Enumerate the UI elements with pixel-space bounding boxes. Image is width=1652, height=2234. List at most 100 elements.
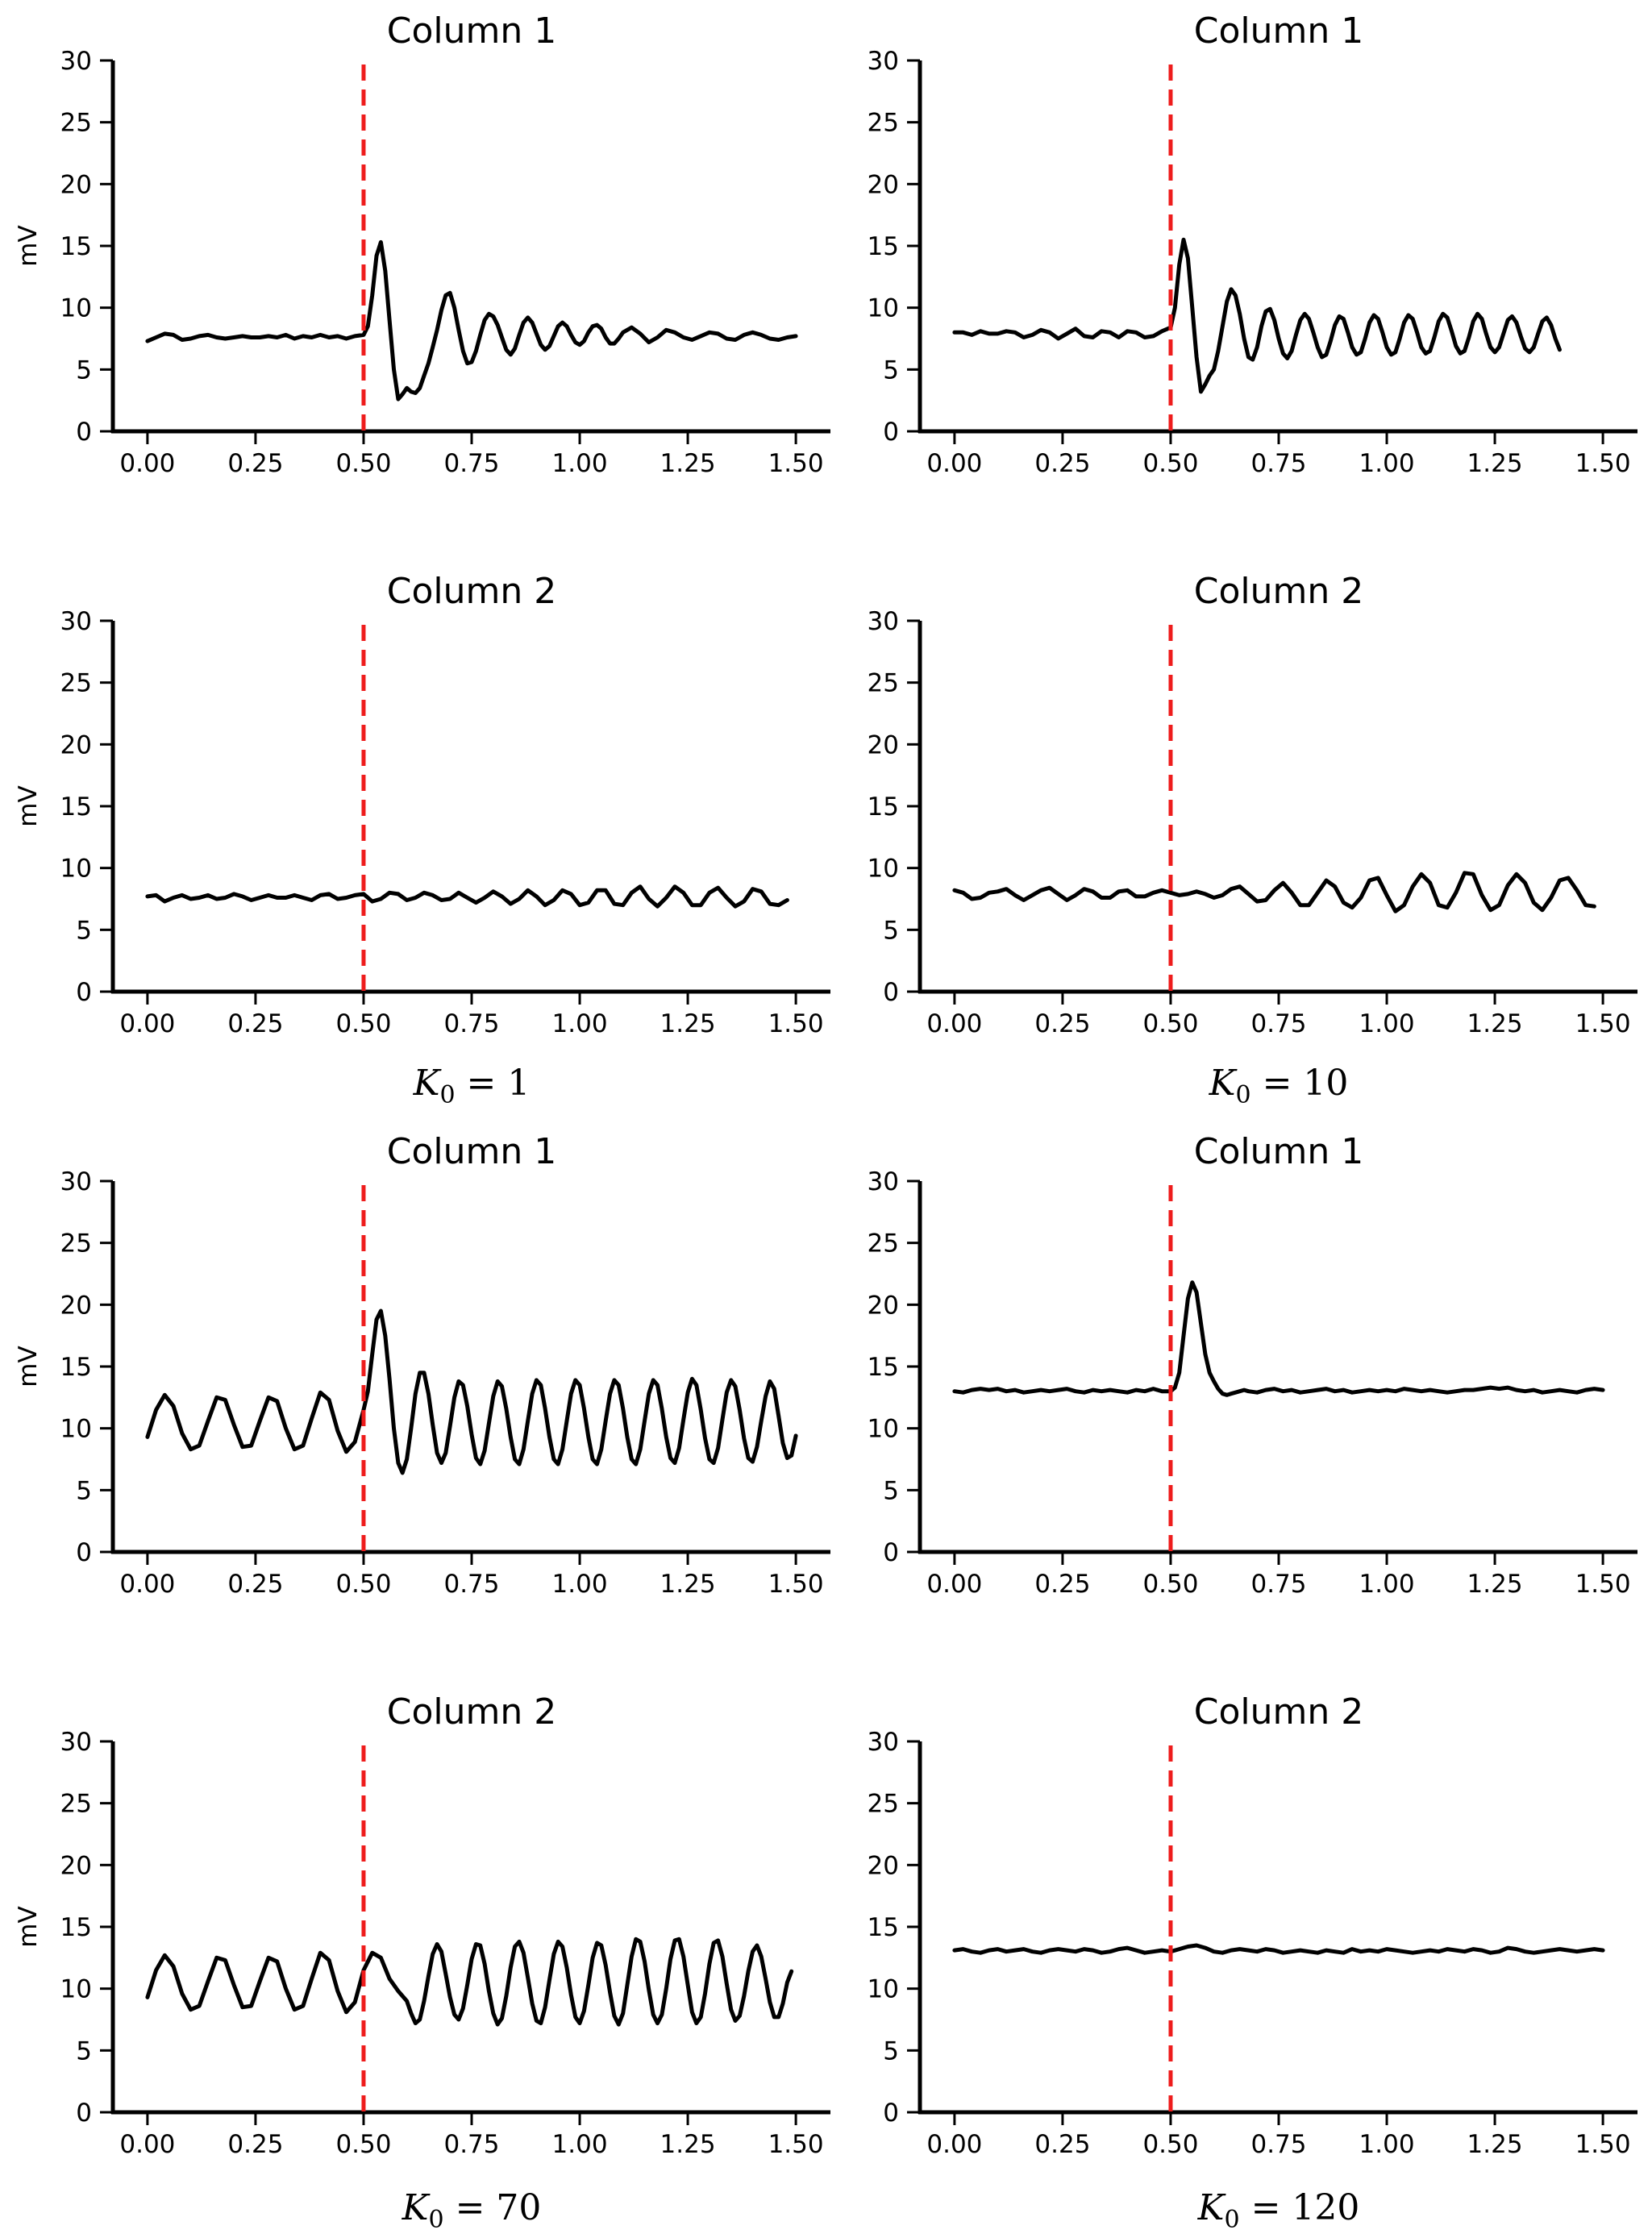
group-label-value: = 10 [1263, 1063, 1349, 1104]
x-tick-label: 1.00 [552, 1009, 608, 1038]
x-tick-label: 1.50 [768, 2130, 824, 2159]
y-tick-label: 0 [883, 2099, 899, 2128]
x-tick-label: 1.25 [1467, 449, 1523, 478]
x-tick-label: 0.50 [335, 1009, 391, 1038]
subplot-title: Column 1 [387, 1131, 556, 1172]
x-tick-label: 1.00 [552, 2130, 608, 2159]
y-tick-label: 5 [76, 2036, 92, 2066]
group-label: K0 = 1 [413, 1063, 531, 1109]
y-tick-label: 20 [868, 730, 899, 759]
subplot-1: Column 1 0 5 10 15 20 25 30 0.00 0.25 0.50 0.75 1.00… [14, 10, 830, 478]
x-tick-label: 1.50 [1575, 1570, 1631, 1599]
group-label: K0 = 120 [1197, 2187, 1360, 2234]
x-tick-label: 0.50 [1142, 449, 1198, 478]
x-tick-label: 0.50 [335, 2130, 391, 2159]
group-label-value: = 120 [1251, 2187, 1360, 2228]
x-tick-label: 0.25 [1034, 2130, 1090, 2159]
y-tick-label: 0 [883, 978, 899, 1007]
subplot-4: Column 2 0 5 10 15 20 25 30 0.00 0.25 0.50 0.75 1.00… [868, 571, 1637, 1038]
group-label-subscript: 0 [1235, 1081, 1250, 1109]
y-tick-label: 30 [868, 1728, 899, 1757]
y-tick-label: 10 [60, 1415, 92, 1444]
signal-line [145, 884, 789, 909]
y-tick-label: 30 [868, 47, 899, 76]
signal-line [952, 1943, 1605, 1955]
y-tick-label: 10 [868, 855, 899, 884]
y-tick-label: 5 [883, 356, 899, 385]
y-tick-label: 25 [60, 1229, 92, 1258]
y-tick-label: 25 [60, 1790, 92, 1819]
signal-line [952, 1280, 1605, 1397]
y-tick-label: 20 [60, 1291, 92, 1320]
x-tick-label: 1.50 [768, 1009, 824, 1038]
subplot-title: Column 2 [387, 571, 556, 612]
group-label-subscript: 0 [439, 1081, 455, 1109]
y-tick-label: 30 [60, 1728, 92, 1757]
signal-line [952, 871, 1596, 913]
x-tick-label: 0.75 [1250, 1570, 1306, 1599]
x-tick-label: 1.25 [660, 1570, 716, 1599]
group-label-subscript: 0 [1224, 2206, 1239, 2234]
y-tick-label: 15 [868, 793, 899, 822]
y-tick-label: 10 [868, 1975, 899, 2004]
subplot-3: Column 2 0 5 10 15 20 25 30 0.00 0.25 0.50 0.75 1.00… [14, 571, 830, 1038]
subplot-title: Column 1 [1194, 1131, 1363, 1172]
x-tick-label: 0.00 [119, 449, 175, 478]
x-tick-label: 1.25 [1467, 2130, 1523, 2159]
x-tick-label: 1.00 [552, 449, 608, 478]
y-tick-label: 30 [60, 607, 92, 636]
x-tick-label: 0.75 [443, 2130, 499, 2159]
x-tick-label: 1.00 [1359, 1009, 1415, 1038]
group-label-symbol: K [413, 1063, 442, 1104]
x-tick-label: 0.00 [926, 1009, 982, 1038]
x-tick-label: 0.00 [926, 449, 982, 478]
subplot-title: Column 2 [1194, 1691, 1363, 1733]
x-tick-label: 0.00 [119, 2130, 175, 2159]
x-tick-label: 1.25 [660, 1009, 716, 1038]
x-tick-label: 0.50 [1142, 2130, 1198, 2159]
y-tick-label: 25 [60, 109, 92, 138]
y-tick-label: 15 [60, 1913, 92, 1942]
group-label-value: = 1 [467, 1063, 531, 1104]
y-tick-label: 15 [60, 232, 92, 261]
y-tick-label: 10 [868, 1415, 899, 1444]
x-tick-label: 1.50 [1575, 449, 1631, 478]
x-tick-label: 0.00 [926, 1570, 982, 1599]
y-tick-label: 30 [60, 47, 92, 76]
y-tick-label: 20 [868, 1291, 899, 1320]
signal-line [952, 237, 1562, 394]
x-tick-label: 1.25 [1467, 1009, 1523, 1038]
y-tick-label: 25 [868, 1229, 899, 1258]
x-tick-label: 1.50 [768, 449, 824, 478]
x-tick-label: 0.50 [1142, 1570, 1198, 1599]
x-tick-label: 0.25 [1034, 1570, 1090, 1599]
group-label: K0 = 10 [1209, 1063, 1349, 1109]
y-tick-label: 5 [76, 916, 92, 945]
y-tick-label: 20 [60, 170, 92, 199]
subplot-6: Column 1 0 5 10 15 20 25 30 0.00 0.25 0.50 0.75 1.00… [868, 1131, 1637, 1599]
y-axis-label: mV [14, 785, 43, 826]
y-tick-label: 20 [868, 1851, 899, 1880]
y-tick-label: 15 [868, 232, 899, 261]
x-tick-label: 0.75 [443, 1009, 499, 1038]
signal-line [145, 1308, 798, 1475]
y-tick-label: 0 [883, 418, 899, 447]
y-tick-label: 25 [868, 669, 899, 698]
x-tick-label: 0.00 [119, 1009, 175, 1038]
subplot-title: Column 1 [1194, 10, 1363, 52]
y-tick-label: 30 [868, 607, 899, 636]
subplot-7: Column 2 0 5 10 15 20 25 30 0.00 0.25 0.50 0.75 1.00… [14, 1691, 830, 2159]
y-tick-label: 30 [60, 1167, 92, 1196]
y-tick-label: 25 [868, 109, 899, 138]
x-tick-label: 0.25 [1034, 449, 1090, 478]
y-tick-label: 0 [883, 1538, 899, 1567]
y-tick-label: 15 [60, 793, 92, 822]
y-tick-label: 5 [76, 1476, 92, 1505]
y-tick-label: 25 [60, 669, 92, 698]
x-tick-label: 0.75 [1250, 2130, 1306, 2159]
subplot-title: Column 2 [1194, 571, 1363, 612]
group-label-subscript: 0 [428, 2206, 443, 2234]
subplot-2: Column 1 0 5 10 15 20 25 30 0.00 0.25 0.50 0.75 1.00… [868, 10, 1637, 478]
y-tick-label: 0 [76, 978, 92, 1007]
